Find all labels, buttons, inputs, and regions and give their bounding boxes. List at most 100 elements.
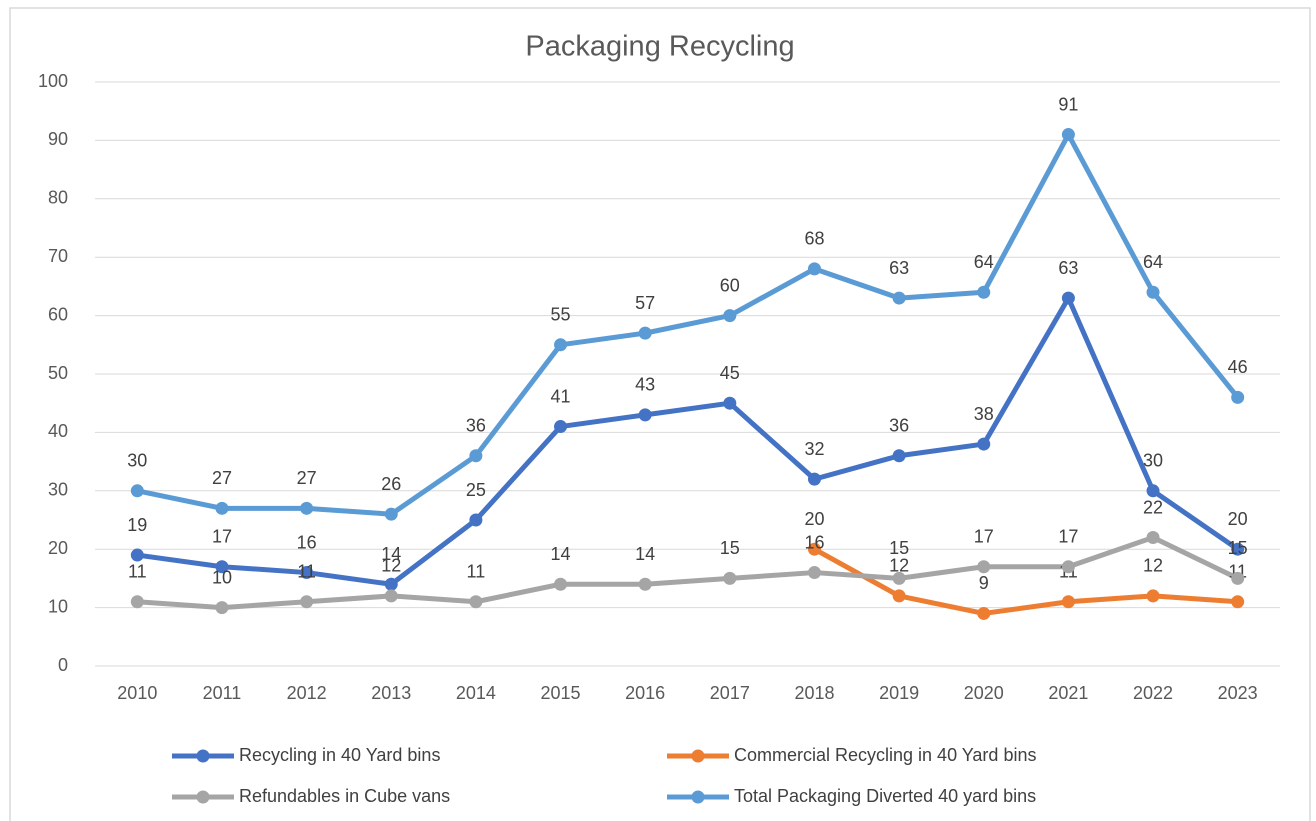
point (130, 548, 144, 562)
y-tick-label: 20 (48, 538, 68, 558)
data-label: 46 (1228, 357, 1248, 377)
point (723, 396, 737, 410)
x-tick-label: 2011 (203, 683, 242, 703)
x-tick-label: 2015 (541, 683, 581, 703)
data-label: 30 (127, 451, 147, 471)
data-label: 16 (297, 532, 317, 552)
point (554, 338, 568, 352)
y-tick-label: 100 (38, 71, 68, 91)
y-tick-label: 80 (48, 188, 68, 208)
data-label: 11 (467, 562, 486, 582)
x-tick-label: 2017 (710, 683, 750, 703)
data-label: 25 (466, 480, 486, 500)
x-tick-label: 2023 (1218, 683, 1258, 703)
data-label: 12 (1143, 556, 1163, 576)
y-tick-label: 30 (48, 480, 68, 500)
legend-marker (691, 749, 705, 763)
point (300, 595, 314, 609)
legend-label: Refundables in Cube vans (239, 786, 450, 806)
point (1146, 589, 1160, 603)
data-label: 27 (297, 468, 317, 488)
data-label: 14 (635, 544, 655, 564)
data-label: 15 (720, 538, 740, 558)
point (130, 484, 144, 498)
data-label: 32 (804, 439, 824, 459)
data-label: 16 (804, 532, 824, 552)
data-label: 19 (127, 515, 147, 535)
x-tick-label: 2022 (1133, 683, 1173, 703)
point (130, 595, 144, 609)
point (977, 606, 991, 620)
data-label: 41 (551, 386, 571, 406)
data-label: 38 (974, 404, 994, 424)
point (384, 507, 398, 521)
point (892, 571, 906, 585)
point (1231, 571, 1245, 585)
data-label: 11 (297, 562, 316, 582)
data-label: 63 (889, 258, 909, 278)
point (892, 291, 906, 305)
x-tick-label: 2012 (287, 683, 327, 703)
legend-label: Commercial Recycling in 40 Yard bins (734, 745, 1036, 765)
point (807, 262, 821, 276)
point (469, 595, 483, 609)
point (638, 577, 652, 591)
data-label: 27 (212, 468, 232, 488)
point (300, 501, 314, 515)
data-label: 17 (1058, 526, 1078, 546)
y-tick-label: 70 (48, 246, 68, 266)
point (300, 566, 314, 580)
data-label: 11 (128, 562, 147, 582)
y-tick-label: 10 (48, 596, 68, 616)
data-label: 17 (212, 526, 232, 546)
point (469, 449, 483, 463)
data-label: 20 (804, 509, 824, 529)
series-line (134, 295, 1241, 587)
x-tick-label: 2018 (794, 683, 834, 703)
chart-title: Packaging Recycling (525, 31, 794, 63)
data-label: 64 (974, 252, 994, 272)
y-tick-label: 90 (48, 129, 68, 149)
point (554, 420, 568, 434)
data-label: 9 (979, 573, 989, 593)
x-tick-label: 2020 (964, 683, 1004, 703)
series-line (134, 132, 1241, 517)
data-label: 15 (1228, 538, 1248, 558)
point (807, 542, 821, 556)
x-tick-label: 2016 (625, 683, 665, 703)
point (215, 601, 229, 615)
point (1231, 542, 1245, 556)
point (1061, 595, 1075, 609)
x-tick-label: 2010 (117, 683, 157, 703)
point (892, 589, 906, 603)
legend-label: Total Packaging Diverted 40 yard bins (734, 786, 1036, 806)
x-tick-label: 2021 (1048, 683, 1088, 703)
point (723, 309, 737, 323)
data-label: 91 (1058, 94, 1078, 114)
y-tick-label: 0 (58, 655, 68, 675)
point (723, 571, 737, 585)
point (215, 501, 229, 515)
data-label: 14 (381, 544, 401, 564)
legend-label: Recycling in 40 Yard bins (239, 745, 440, 765)
point (554, 577, 568, 591)
point (1146, 531, 1160, 545)
data-label: 12 (381, 556, 401, 576)
data-label: 17 (974, 526, 994, 546)
y-tick-label: 40 (48, 421, 68, 441)
point (1146, 285, 1160, 299)
data-label: 22 (1143, 497, 1163, 517)
data-label: 68 (804, 229, 824, 249)
point (1061, 560, 1075, 574)
data-label: 45 (720, 363, 740, 383)
point (977, 437, 991, 451)
point (1231, 595, 1245, 609)
data-label: 36 (889, 416, 909, 436)
point (384, 589, 398, 603)
data-label: 10 (212, 567, 232, 587)
point (1061, 128, 1075, 142)
x-tick-label: 2019 (879, 683, 919, 703)
point (977, 560, 991, 574)
data-label: 36 (466, 416, 486, 436)
point (807, 472, 821, 486)
